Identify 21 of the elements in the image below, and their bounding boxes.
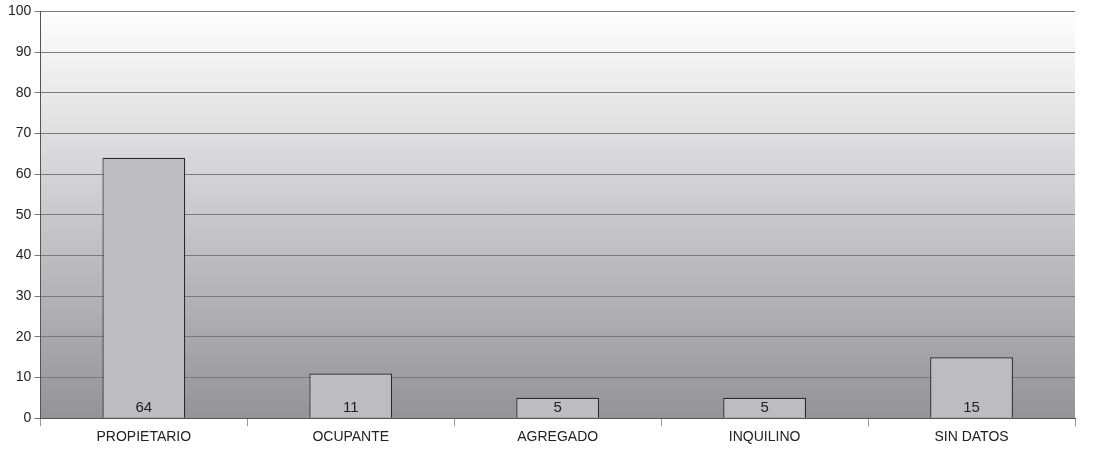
data-label: 5 [760, 397, 769, 415]
y-tick-label: 10 [15, 368, 32, 385]
y-tick-label: 50 [15, 205, 32, 222]
x-tick-label: OCUPANTE [312, 428, 390, 445]
x-tick-label: AGREGADO [517, 428, 599, 445]
y-tick-label: 40 [15, 246, 32, 263]
y-tick-label: 100 [8, 2, 32, 19]
data-label: 5 [553, 397, 562, 415]
data-label: 64 [135, 397, 153, 415]
x-tick-label: PROPIETARIO [96, 428, 192, 445]
data-label: 15 [963, 397, 980, 415]
data-label: 11 [342, 397, 359, 415]
y-tick-label: 30 [15, 287, 32, 304]
y-tick-label: 60 [15, 164, 32, 181]
y-tick-label: 70 [15, 124, 32, 141]
y-tick-label: 0 [23, 409, 32, 426]
x-tick-label: SIN DATOS [934, 428, 1009, 445]
y-tick-label: 90 [15, 42, 32, 59]
y-tick-label: 20 [15, 327, 32, 344]
x-tick-label: INQUILINO [728, 428, 801, 445]
y-tick-label: 80 [15, 83, 32, 100]
